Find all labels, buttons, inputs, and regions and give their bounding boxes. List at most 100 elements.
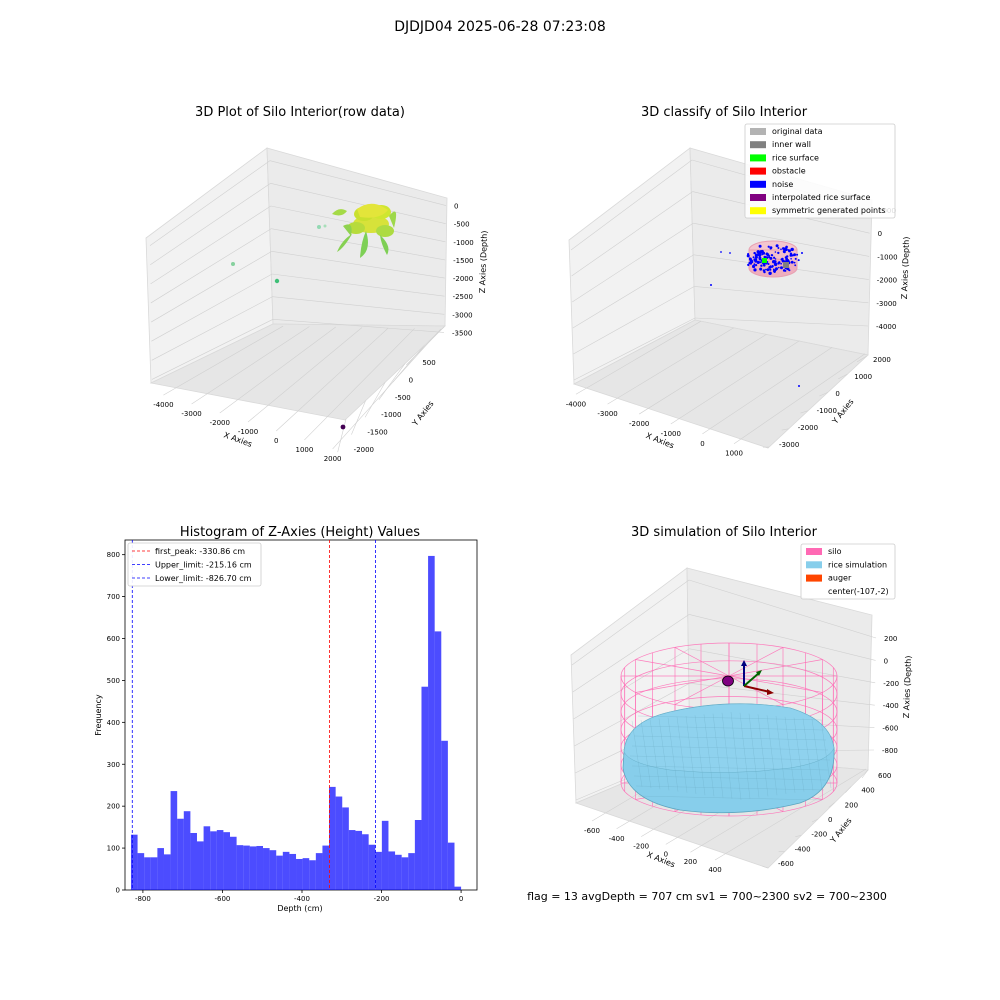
histogram-bar <box>454 886 462 890</box>
xtick-label: -1000 <box>238 428 258 436</box>
histogram-bar <box>236 845 244 890</box>
xtick-label: 1000 <box>725 450 743 458</box>
histogram-bar <box>335 796 343 890</box>
ytick-label: -400 <box>795 845 811 853</box>
xtick-label: -3000 <box>181 410 201 418</box>
histogram-ylabel: Frequency <box>94 694 103 736</box>
legend-entry: inner wall <box>750 140 811 149</box>
legend-label: rice simulation <box>828 560 887 569</box>
ztick-label: -400 <box>883 702 899 710</box>
xtick-label: 0 <box>459 895 463 903</box>
ytick-label: 300 <box>107 761 120 769</box>
histogram-bar <box>269 850 277 890</box>
ytick-label: -1000 <box>381 411 401 419</box>
histogram-bar <box>223 832 230 890</box>
ytick-label: 600 <box>878 772 891 780</box>
histogram-bar <box>296 858 303 890</box>
ytick-label: 800 <box>107 551 120 559</box>
xtick-label: -2000 <box>210 419 230 427</box>
classify-plot-zlabel: Z Axies (Depth) <box>900 236 911 299</box>
xtick-label: -200 <box>374 895 390 903</box>
ytick-label: 500 <box>422 359 435 367</box>
histogram-bar <box>375 851 382 890</box>
histogram-bar <box>381 820 389 890</box>
histogram-bar <box>203 826 211 890</box>
legend-label: first_peak: -330.86 cm <box>155 547 245 556</box>
ztick-label: -3500 <box>452 329 472 337</box>
ztick-label: -2000 <box>453 275 473 283</box>
histogram-xlabel: Depth (cm) <box>277 904 322 913</box>
ytick-label: 0 <box>116 887 120 895</box>
xtick-label: 0 <box>664 850 668 858</box>
histogram-bar <box>256 845 264 890</box>
classify-plot-xtick-labels: -4000 -3000 -2000 -1000 0 1000 <box>566 400 743 457</box>
legend-entry: first_peak: -330.86 cm <box>132 547 245 556</box>
ytick-label: 0 <box>835 390 839 398</box>
raw-plot-data <box>231 203 397 430</box>
ztick-label: 200 <box>884 635 897 643</box>
classify-plot-ytick-labels: 2000 1000 0 -1000 -2000 -3000 <box>779 356 891 449</box>
ztick-label: -600 <box>882 725 898 733</box>
histogram-bar <box>210 831 217 890</box>
ztick-label: -4000 <box>876 323 896 331</box>
histogram-bar <box>190 832 197 890</box>
ztick-label: -2500 <box>453 293 473 301</box>
histogram-bar <box>414 820 422 890</box>
figure-title: DJDJD04 2025-06-28 07:23:08 <box>394 19 606 35</box>
legend-swatch <box>750 180 766 188</box>
xtick-label: 0 <box>700 440 704 448</box>
histogram-bar <box>362 834 369 890</box>
xtick-label: -400 <box>294 895 310 903</box>
ytick-label: 500 <box>107 677 120 685</box>
legend-entry: noise <box>750 180 793 189</box>
legend-swatch <box>750 167 766 175</box>
histogram-bar <box>368 844 376 890</box>
histogram-panel: Histogram of Z-Axies (Height) Values -80… <box>94 525 478 913</box>
xtick-label: -1000 <box>661 430 681 438</box>
simulation-plot-title: 3D simulation of Silo Interior <box>631 525 818 540</box>
histogram-bar <box>302 858 310 890</box>
ytick-label: 200 <box>107 803 120 811</box>
simulation-plot-xlabel: X Axies <box>646 850 677 869</box>
histogram-bar <box>289 853 297 890</box>
ytick-label: 700 <box>107 593 120 601</box>
histogram-bar <box>282 851 290 890</box>
histogram-bar <box>130 834 138 890</box>
xtick-label: -800 <box>135 895 151 903</box>
ytick-label: -2000 <box>354 446 374 454</box>
histogram-bar <box>388 851 396 890</box>
raw-plot-pane-left <box>145 147 448 421</box>
legend-entry: Lower_limit: -826.70 cm <box>132 574 252 583</box>
xtick-label: -4000 <box>153 401 173 409</box>
histogram-bar <box>150 857 158 890</box>
histogram-bar <box>137 853 145 890</box>
raw-plot-grid <box>149 160 447 453</box>
histogram-bar <box>243 845 250 890</box>
histogram-bars <box>130 555 462 890</box>
legend-entry: obstacle <box>750 167 806 176</box>
histogram-bar <box>196 841 204 890</box>
ytick-label: 2000 <box>873 356 891 364</box>
xtick-label: 200 <box>684 858 697 866</box>
legend-swatch <box>806 561 822 569</box>
legend-label: inner wall <box>772 140 811 149</box>
ytick-label: 600 <box>107 635 120 643</box>
classify-plot-title: 3D classify of Silo Interior <box>641 105 808 120</box>
xtick-label: -600 <box>215 895 231 903</box>
histogram-bar <box>355 830 363 890</box>
legend-swatch <box>750 207 766 215</box>
histogram-bar <box>263 848 270 890</box>
raw-plot-ylabel: Y Axies <box>410 399 436 428</box>
ztick-label: -1000 <box>877 253 897 261</box>
raw-plot-ytick-labels: 500 0 -500 -1000 -1500 -2000 <box>354 359 436 454</box>
classify-plot-panel: 3D classify of Silo Interior -4000-3000-… <box>566 105 911 458</box>
legend-entry: center(-107,-2) <box>828 587 889 596</box>
histogram-bar <box>434 631 442 890</box>
histogram-bar <box>183 811 191 890</box>
histogram-bar <box>447 842 455 890</box>
legend-swatch <box>750 128 766 135</box>
xtick-label: -400 <box>609 835 625 843</box>
